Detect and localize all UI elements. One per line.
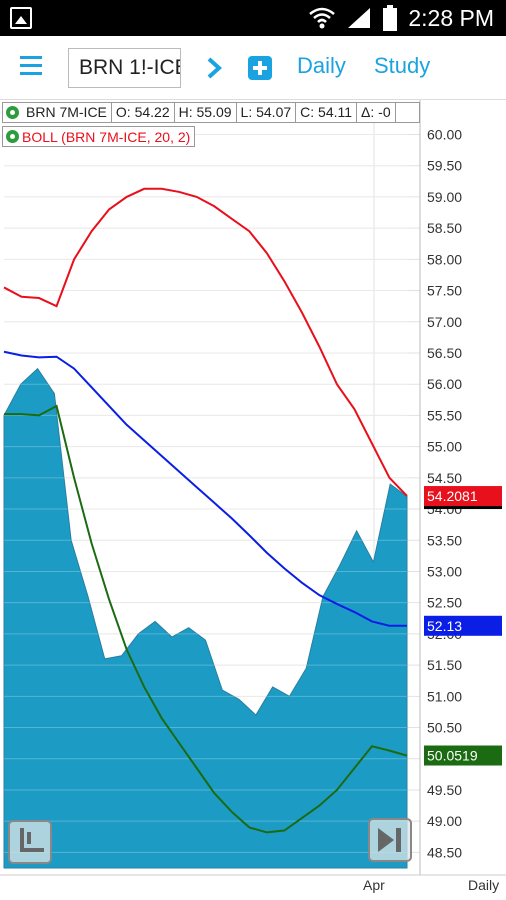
periodicity-button[interactable]: Daily [297,53,346,78]
x-tick-label: Apr [363,877,385,893]
study-toggle-icon[interactable] [6,130,19,143]
y-tick-label: 51.00 [427,688,462,704]
y-tick-label: 48.50 [427,844,462,860]
status-bar: 2:28 PM [0,0,506,36]
zoom-home-icon [20,828,44,852]
chart-area[interactable]: 60.00 59.50 59.00 58.50 58.00 57.50 57.00 56.50… [0,100,506,900]
add-comparison-icon[interactable] [246,54,274,82]
skip-to-end-icon [378,828,401,852]
legend-close: C: 54.11 [296,103,358,122]
chevron-right-icon[interactable] [200,51,230,85]
y-tick-label: 60.00 [427,126,462,142]
y-tick-label: 49.00 [427,813,462,829]
series-toggle-icon[interactable] [6,106,19,119]
price-area [3,367,408,869]
y-tick-label: 55.50 [427,407,462,423]
battery-icon [383,5,398,31]
wifi-icon [309,7,336,29]
y-tick-label: 56.50 [427,345,462,361]
boll-upper-badge [424,486,502,507]
toolbar: BRN 1!-ICE Daily Study [0,36,506,100]
y-tick-label: 54.50 [427,470,462,486]
gallery-notification-icon [10,7,32,29]
y-tick-label: 58.00 [427,251,462,267]
y-tick-label: 57.50 [427,283,462,299]
boll-middle-badge-label: 52.13 [427,618,462,634]
y-tick-label: 59.50 [427,158,462,174]
study-legend[interactable]: BOLL (BRN 7M-ICE, 20, 2) [2,126,196,147]
periodicity-label: Daily [468,877,499,893]
zoom-home-button[interactable] [8,820,52,864]
y-tick-label: 50.50 [427,720,462,736]
y-tick-label: 57.00 [427,314,462,330]
boll-lower-badge [424,745,502,766]
boll-middle-badge [424,615,502,636]
legend-low: L: 54.07 [237,103,297,122]
boll-lower-line [4,404,408,834]
y-tick-label: 53.00 [427,563,462,579]
study-button[interactable]: Study [374,53,431,78]
y-tick-label: 55.00 [427,439,462,455]
clock: 2:28 PM [408,4,494,31]
boll-upper-badge-label: 54.2081 [427,488,478,504]
y-tick-label: 51.50 [427,657,462,673]
scroll-to-end-button[interactable] [368,818,412,862]
symbol-input[interactable]: BRN 1!-ICE [68,48,181,88]
legend-high: H: 55.09 [175,103,237,122]
y-tick-label: 53.50 [427,532,462,548]
legend-delta: Δ: -0 [357,103,396,122]
system-icons: 2:28 PM [308,4,494,32]
y-tick-label: 59.00 [427,189,462,205]
y-tick-label: 58.50 [427,220,462,236]
boll-middle-line [3,350,407,627]
y-tick-label: 56.00 [427,376,462,392]
quote-legend[interactable]: BRN 7M-ICE O: 54.22 H: 55.09 L: 54.07 C:… [2,102,420,123]
study-legend-label: BOLL (BRN 7M-ICE, 20, 2) [22,128,191,145]
y-tick-label: 52.50 [427,595,462,611]
last-price-marker [424,506,502,510]
boll-lower-badge-label: 50.0519 [427,748,478,764]
price-chart[interactable]: 60.00 59.50 59.00 58.50 58.00 57.50 57.00 56.50… [0,100,506,900]
legend-open: O: 54.22 [112,103,175,122]
y-tick-label: 49.50 [427,782,462,798]
signal-icon [348,8,371,28]
menu-icon[interactable] [16,54,48,80]
boll-upper-line [3,187,408,497]
legend-symbol: BRN 7M-ICE [22,103,112,122]
